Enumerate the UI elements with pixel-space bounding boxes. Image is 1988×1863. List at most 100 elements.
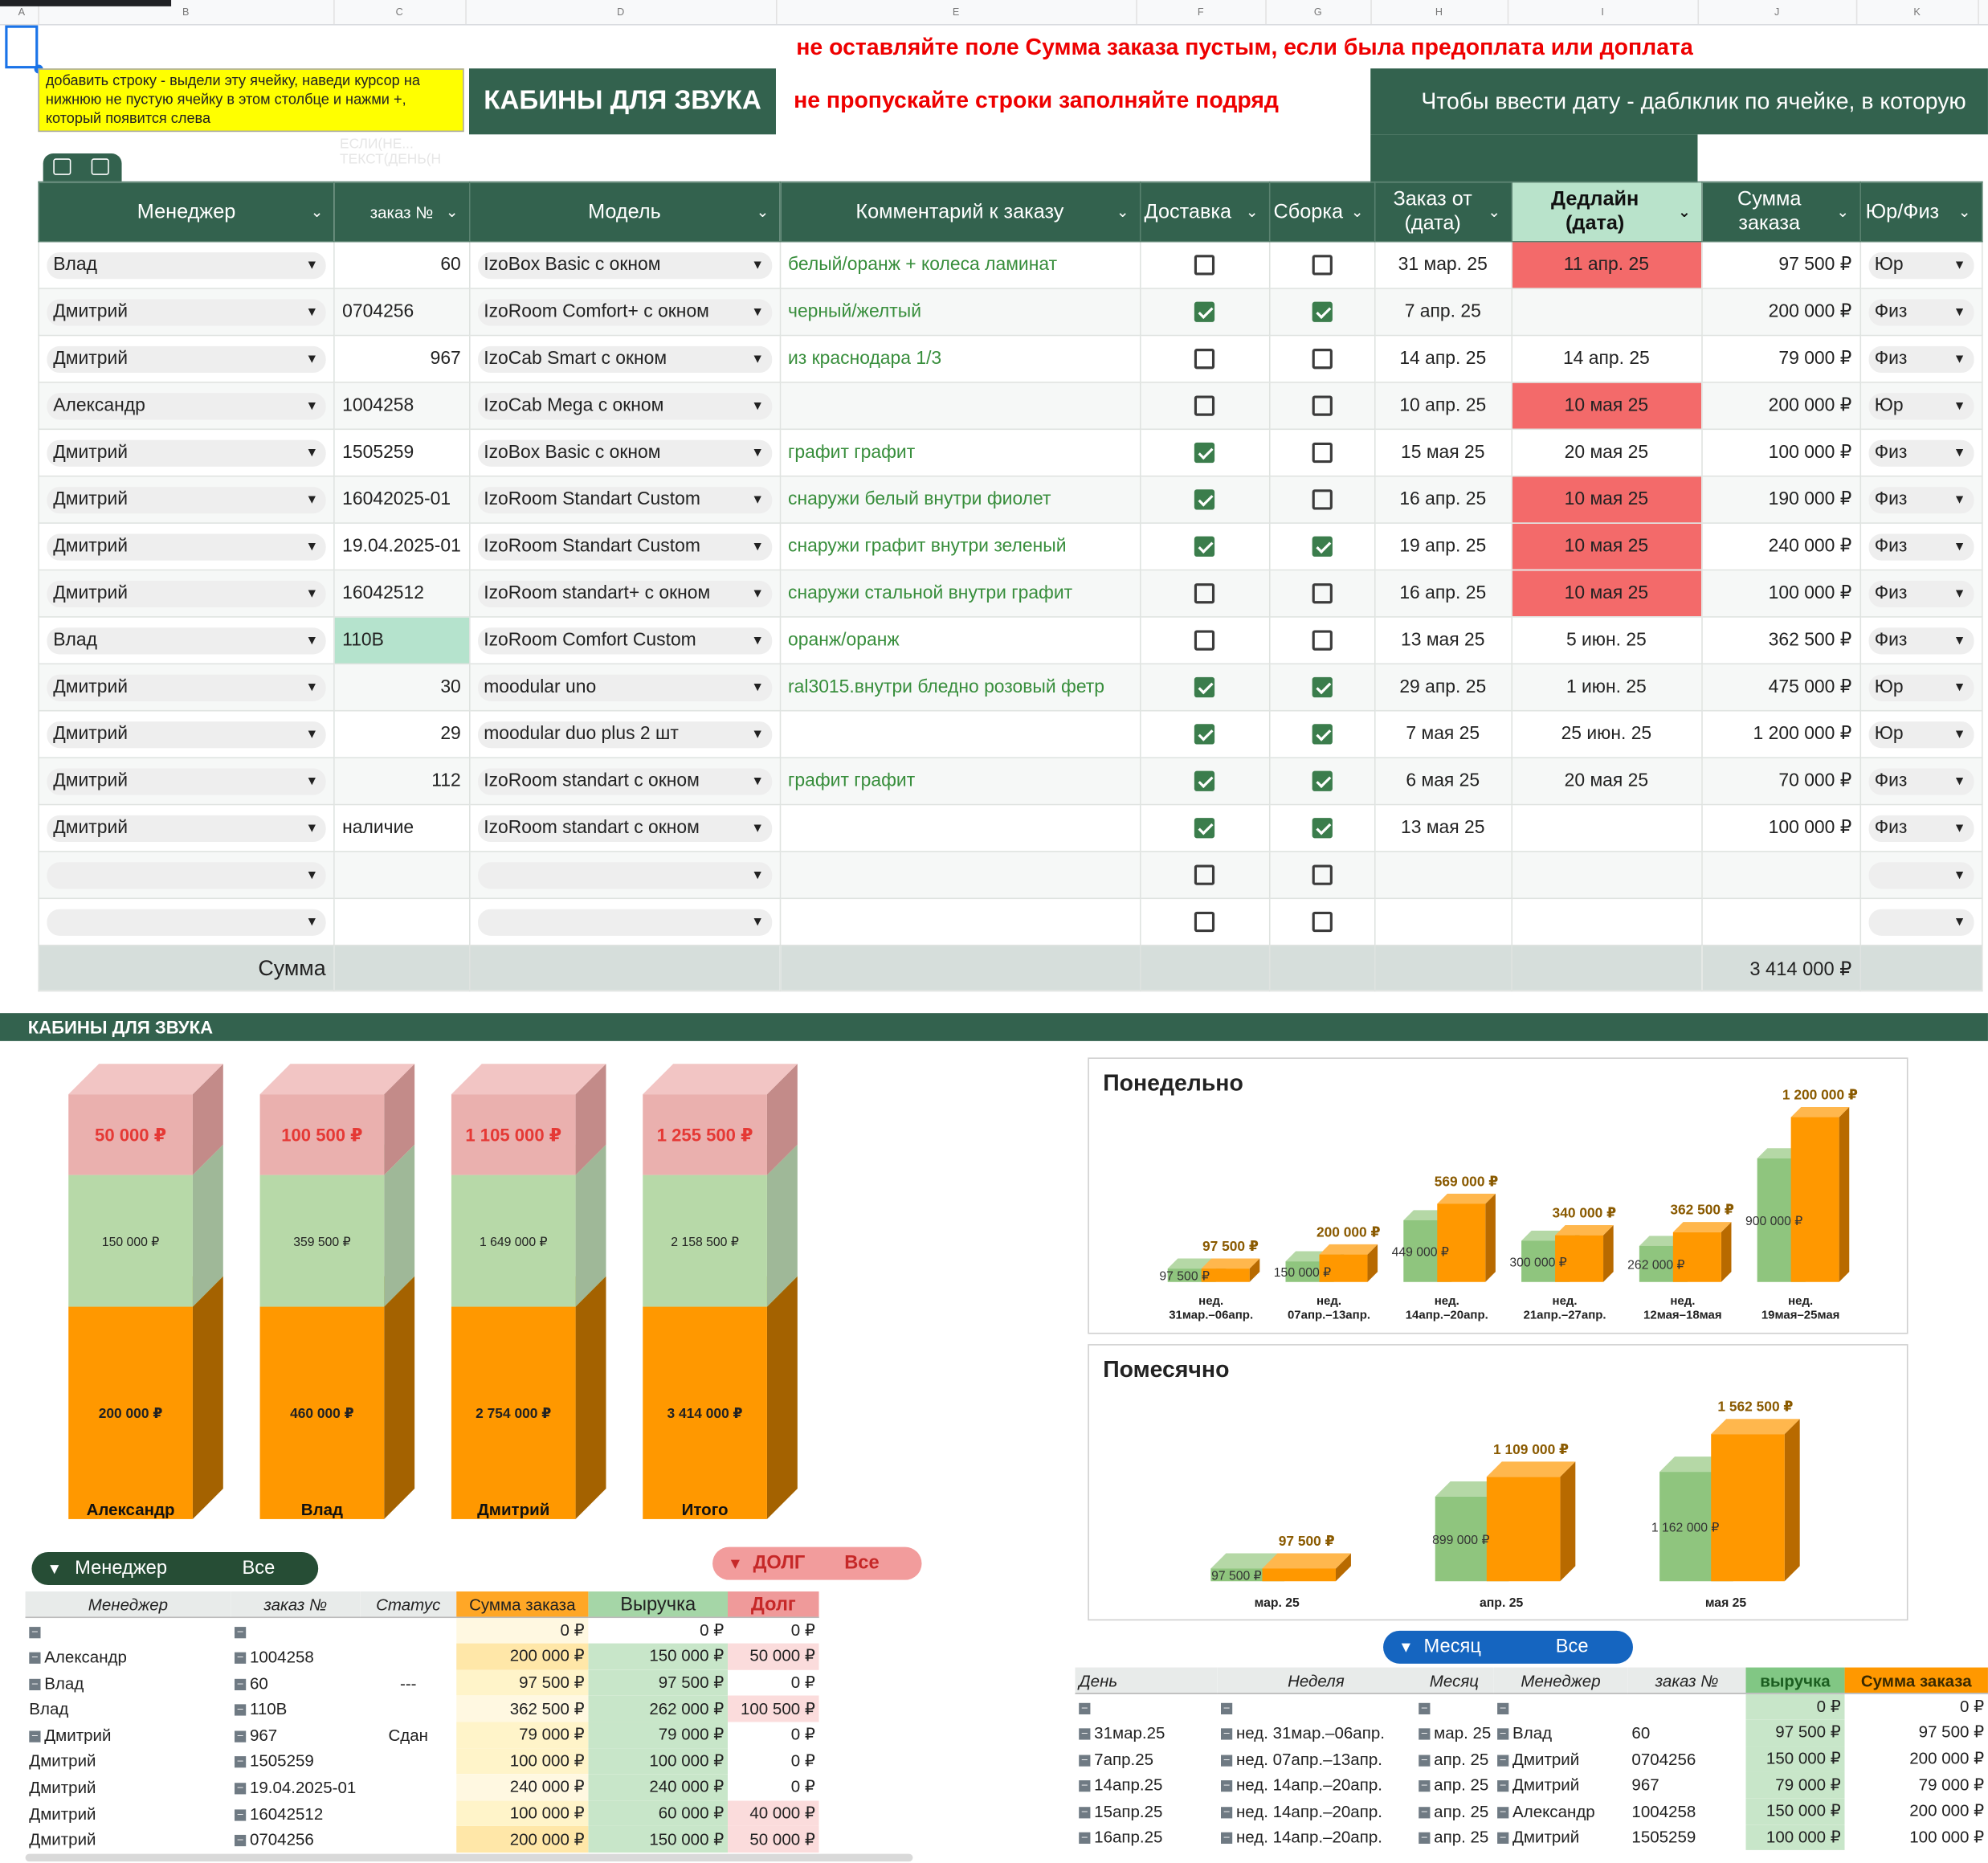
collapse-icon[interactable]: – bbox=[1079, 1780, 1091, 1792]
collapse-icon[interactable]: – bbox=[1419, 1832, 1431, 1845]
sum-cell[interactable]: 79 000 ₽ bbox=[1700, 334, 1861, 383]
model-dropdown[interactable]: IzoCab Mega с окном ▼ bbox=[477, 392, 772, 419]
comment-cell[interactable]: белый/оранж + колеса ламинат bbox=[778, 240, 1141, 289]
sum-cell[interactable]: 70 000 ₽ bbox=[1700, 757, 1861, 806]
delivery-checkbox[interactable] bbox=[1194, 630, 1215, 651]
column-letter[interactable]: I bbox=[1508, 0, 1700, 24]
model-cell[interactable]: IzoRoom standart с окном ▼ bbox=[468, 757, 781, 806]
collapse-icon[interactable]: – bbox=[1220, 1728, 1233, 1740]
dropdown-arrow-icon[interactable]: ▼ bbox=[305, 680, 319, 695]
deadline-cell[interactable]: 1 июн. 25 bbox=[1510, 663, 1703, 712]
model-cell[interactable]: ▼ bbox=[468, 897, 781, 946]
assembly-cell[interactable] bbox=[1268, 757, 1375, 806]
dropdown-arrow-icon[interactable]: ▼ bbox=[751, 492, 765, 507]
dropdown-arrow-icon[interactable]: ▼ bbox=[751, 868, 765, 882]
order-number-cell[interactable] bbox=[333, 851, 470, 900]
type-dropdown[interactable]: Физ ▼ bbox=[1868, 767, 1974, 795]
assembly-checkbox[interactable] bbox=[1311, 255, 1333, 276]
comment-cell[interactable]: снаружи стальной внутри графит bbox=[778, 569, 1141, 618]
comment-cell[interactable]: из краснодара 1/3 bbox=[778, 334, 1141, 383]
dropdown-arrow-icon[interactable]: ▼ bbox=[1953, 445, 1966, 460]
selected-cell-a1[interactable] bbox=[5, 25, 39, 69]
model-dropdown[interactable]: IzoBox Basic с окном ▼ bbox=[477, 439, 772, 467]
assembly-cell[interactable] bbox=[1268, 428, 1375, 477]
order-number-cell[interactable]: 1505259 bbox=[333, 428, 470, 477]
manager-cell[interactable]: Дмитрий ▼ bbox=[38, 334, 335, 383]
dropdown-arrow-icon[interactable]: ▼ bbox=[305, 352, 319, 366]
dropdown-arrow-icon[interactable]: ▼ bbox=[751, 774, 765, 788]
dropdown-arrow-icon[interactable]: ▼ bbox=[305, 914, 319, 929]
manager-cell[interactable]: Дмитрий ▼ bbox=[38, 569, 335, 618]
collapse-icon[interactable]: – bbox=[1419, 1754, 1431, 1767]
model-dropdown[interactable]: IzoRoom Standart Custom ▼ bbox=[477, 486, 772, 513]
model-cell[interactable]: IzoBox Basic с окном ▼ bbox=[468, 240, 781, 289]
type-cell[interactable]: Физ ▼ bbox=[1859, 288, 1982, 337]
delivery-checkbox[interactable] bbox=[1194, 536, 1215, 558]
column-letter[interactable]: G bbox=[1265, 0, 1372, 24]
deadline-cell[interactable]: 10 мая 25 bbox=[1510, 475, 1703, 524]
model-dropdown[interactable]: IzoRoom Comfort Custom ▼ bbox=[477, 627, 772, 654]
collapse-icon[interactable]: – bbox=[1497, 1754, 1509, 1767]
filter-chevron-icon[interactable]: ⌄ bbox=[756, 202, 769, 221]
model-dropdown[interactable]: IzoRoom standart с окном ▼ bbox=[477, 767, 772, 795]
order-number-cell[interactable]: 0704256 bbox=[333, 288, 470, 337]
delivery-cell[interactable] bbox=[1139, 334, 1270, 383]
assembly-checkbox[interactable] bbox=[1311, 583, 1333, 604]
assembly-checkbox[interactable] bbox=[1311, 676, 1333, 698]
comment-cell[interactable]: оранж/оранж bbox=[778, 616, 1141, 665]
manager-dropdown[interactable]: Александр ▼ bbox=[47, 392, 326, 419]
comment-cell[interactable]: графит графит bbox=[778, 428, 1141, 477]
delivery-checkbox[interactable] bbox=[1194, 489, 1215, 510]
delivery-cell[interactable] bbox=[1139, 709, 1270, 758]
delivery-cell[interactable] bbox=[1139, 382, 1270, 431]
deadline-cell[interactable]: 25 июн. 25 bbox=[1510, 709, 1703, 758]
deadline-cell[interactable] bbox=[1510, 288, 1703, 337]
type-dropdown[interactable]: Физ ▼ bbox=[1868, 345, 1974, 373]
assembly-checkbox[interactable] bbox=[1311, 864, 1333, 885]
manager-cell[interactable]: Дмитрий ▼ bbox=[38, 803, 335, 852]
column-letter[interactable]: H bbox=[1370, 0, 1509, 24]
order-date-cell[interactable]: 14 апр. 25 bbox=[1374, 334, 1512, 383]
collapse-icon[interactable]: – bbox=[235, 1730, 247, 1742]
assembly-checkbox[interactable] bbox=[1311, 911, 1333, 933]
model-cell[interactable]: moodular uno ▼ bbox=[468, 663, 781, 712]
comment-cell[interactable]: снаружи графит внутри зеленый bbox=[778, 522, 1141, 571]
order-date-cell[interactable]: 6 мая 25 bbox=[1374, 757, 1512, 806]
assembly-cell[interactable] bbox=[1268, 240, 1375, 289]
type-dropdown[interactable]: ▼ bbox=[1868, 861, 1974, 889]
manager-dropdown[interactable]: Дмитрий ▼ bbox=[47, 486, 326, 513]
dropdown-arrow-icon[interactable]: ▼ bbox=[305, 868, 319, 882]
type-cell[interactable]: Юр ▼ bbox=[1859, 240, 1982, 289]
dropdown-arrow-icon[interactable]: ▼ bbox=[305, 586, 319, 601]
delivery-cell[interactable] bbox=[1139, 851, 1270, 900]
dropdown-arrow-icon[interactable]: ▼ bbox=[1953, 304, 1966, 319]
dropdown-arrow-icon[interactable]: ▼ bbox=[305, 398, 319, 413]
collapse-icon[interactable]: – bbox=[235, 1704, 247, 1716]
delivery-checkbox[interactable] bbox=[1194, 676, 1215, 698]
collapse-icon[interactable]: – bbox=[1497, 1832, 1509, 1845]
filter-chevron-icon[interactable]: ⌄ bbox=[1677, 202, 1691, 221]
manager-cell[interactable]: Дмитрий ▼ bbox=[38, 288, 335, 337]
comment-cell[interactable] bbox=[778, 803, 1141, 852]
order-number-cell[interactable]: 967 bbox=[333, 334, 470, 383]
type-cell[interactable]: Физ ▼ bbox=[1859, 757, 1982, 806]
order-number-cell[interactable]: 29 bbox=[333, 709, 470, 758]
dropdown-arrow-icon[interactable]: ▼ bbox=[305, 492, 319, 507]
dropdown-arrow-icon[interactable]: ▼ bbox=[305, 727, 319, 742]
dropdown-arrow-icon[interactable]: ▼ bbox=[1953, 586, 1966, 601]
model-cell[interactable]: IzoBox Basic с окном ▼ bbox=[468, 428, 781, 477]
assembly-checkbox[interactable] bbox=[1311, 395, 1333, 416]
manager-cell[interactable]: Дмитрий ▼ bbox=[38, 663, 335, 712]
dropdown-arrow-icon[interactable]: ▼ bbox=[1953, 539, 1966, 554]
dropdown-arrow-icon[interactable]: ▼ bbox=[751, 352, 765, 366]
sum-cell[interactable]: 97 500 ₽ bbox=[1700, 240, 1861, 289]
order-date-cell[interactable]: 7 мая 25 bbox=[1374, 709, 1512, 758]
dropdown-arrow-icon[interactable]: ▼ bbox=[751, 398, 765, 413]
order-date-cell[interactable]: 15 мая 25 bbox=[1374, 428, 1512, 477]
month-filter-pill[interactable]: ▼ Месяц Все bbox=[1383, 1630, 1633, 1664]
dropdown-arrow-icon[interactable]: ▼ bbox=[305, 821, 319, 835]
type-dropdown[interactable]: Юр ▼ bbox=[1868, 392, 1974, 419]
order-date-cell[interactable]: 29 апр. 25 bbox=[1374, 663, 1512, 712]
sum-cell[interactable]: 475 000 ₽ bbox=[1700, 663, 1861, 712]
delivery-checkbox[interactable] bbox=[1194, 724, 1215, 745]
